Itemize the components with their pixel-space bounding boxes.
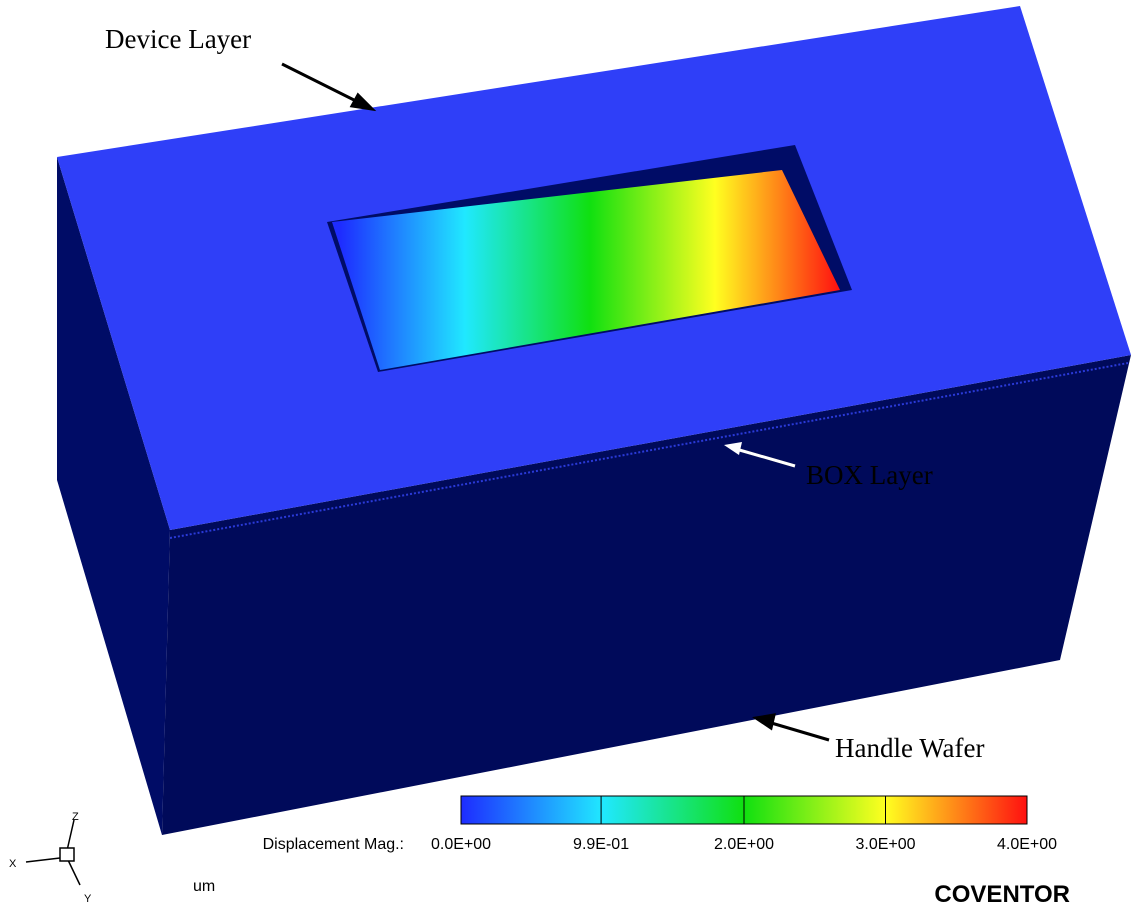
axis-label: Z [72,811,79,823]
annotation: Handle Wafer [835,733,985,763]
tick-label: 9.9E-01 [573,836,629,853]
tick-label: 4.0E+00 [997,836,1057,853]
axis-label: Y [84,893,92,905]
brand: COVENTOR [934,881,1070,907]
unit: um [193,878,215,895]
axis-label: X [9,858,17,870]
tick-label: 2.0E+00 [714,836,774,853]
tick-label: 3.0E+00 [855,836,915,853]
triad [26,820,80,885]
tick-label: 0.0E+00 [431,836,491,853]
colorbar-label: Displacement Mag.: [263,836,404,853]
annotation: Device Layer [105,24,251,54]
scene: Device Layer BOX Layer Handle Wafer Disp… [0,0,1133,907]
annotation: BOX Layer [806,460,933,490]
